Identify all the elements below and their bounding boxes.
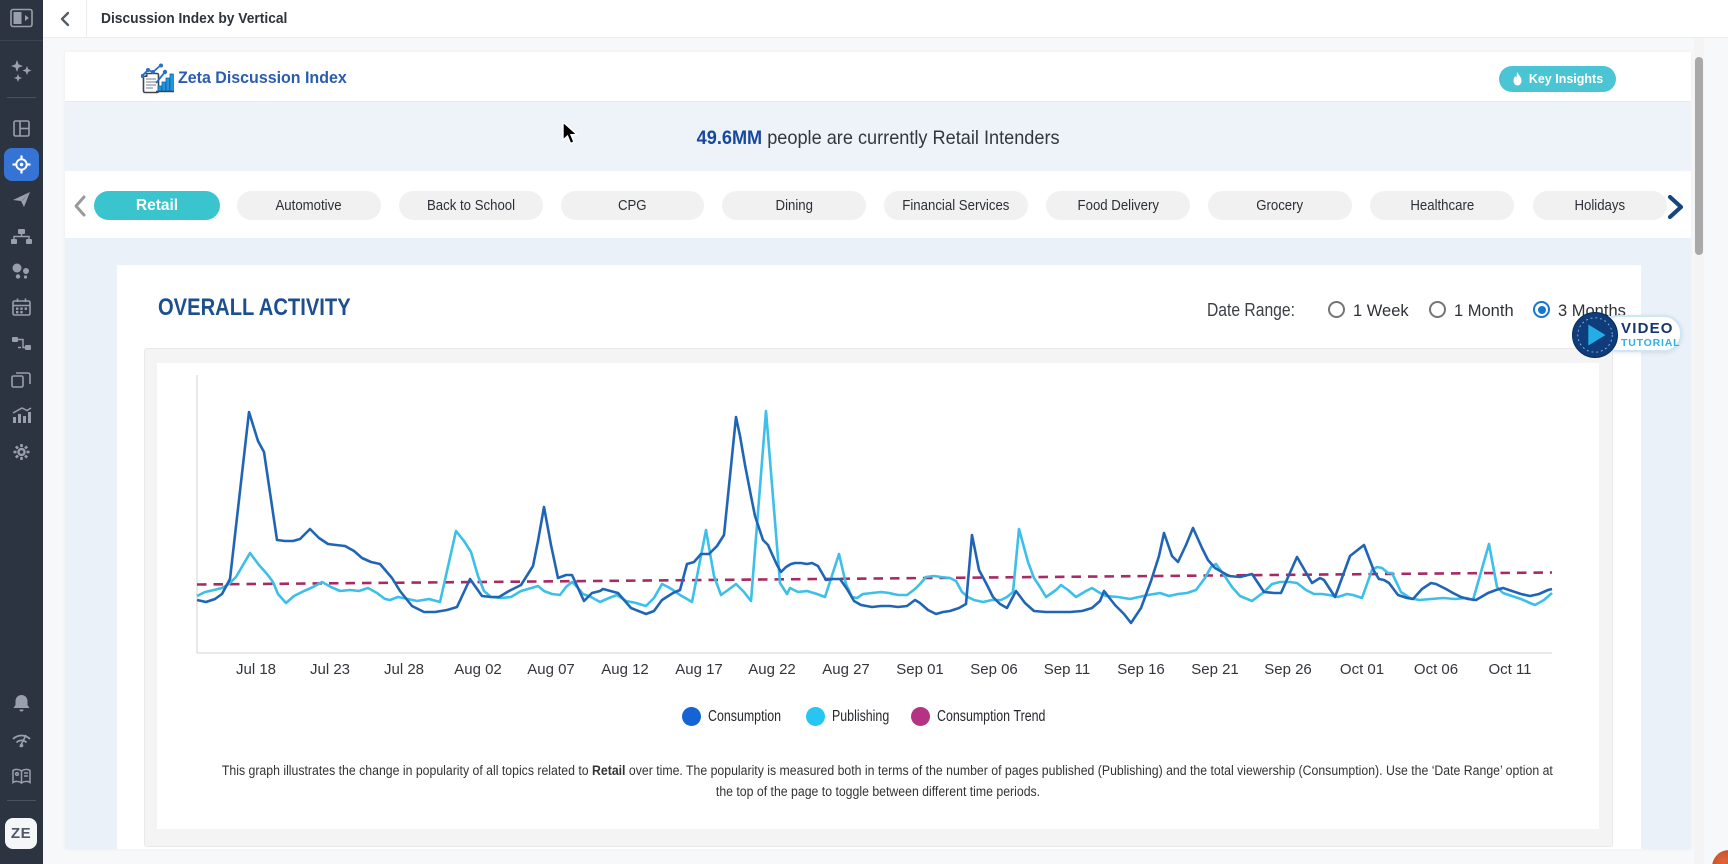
svg-text:Aug 17: Aug 17	[675, 661, 723, 678]
svg-text:Oct 06: Oct 06	[1414, 661, 1458, 678]
svg-text:Aug 22: Aug 22	[748, 661, 796, 678]
svg-text:Aug 07: Aug 07	[527, 661, 575, 678]
svg-text:Aug 02: Aug 02	[454, 661, 502, 678]
svg-text:Sep 11: Sep 11	[1044, 661, 1090, 678]
svg-text:Oct 01: Oct 01	[1340, 661, 1384, 678]
svg-text:Sep 01: Sep 01	[896, 661, 944, 678]
svg-text:Aug 27: Aug 27	[822, 661, 870, 678]
svg-text:Jul 28: Jul 28	[384, 661, 424, 678]
svg-text:Jul 18: Jul 18	[236, 661, 276, 678]
svg-text:Aug 12: Aug 12	[601, 661, 649, 678]
svg-text:Sep 21: Sep 21	[1191, 661, 1239, 678]
svg-text:Jul 23: Jul 23	[310, 661, 350, 678]
svg-text:Sep 06: Sep 06	[970, 661, 1018, 678]
svg-text:Sep 26: Sep 26	[1264, 661, 1312, 678]
svg-text:Sep 16: Sep 16	[1117, 661, 1165, 678]
svg-text:Oct 11: Oct 11	[1488, 661, 1531, 678]
